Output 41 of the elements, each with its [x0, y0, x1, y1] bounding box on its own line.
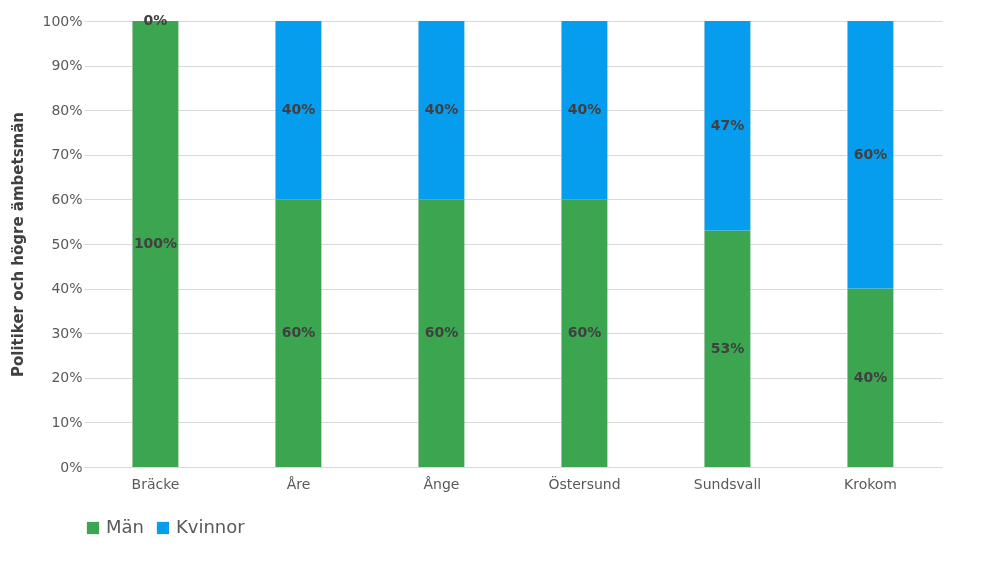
data-label: 40%: [281, 101, 316, 118]
y-tick-label: 10%: [51, 413, 83, 430]
data-label: 60%: [281, 324, 316, 341]
bar: [847, 288, 894, 467]
y-tick-label: 30%: [51, 324, 83, 341]
data-label: 47%: [710, 116, 745, 133]
bar: [418, 199, 465, 467]
data-label: 53%: [710, 339, 745, 356]
x-tick-label: Ånge: [423, 475, 460, 492]
y-tick-label: 40%: [51, 280, 83, 297]
bar: [418, 21, 465, 200]
bar: [847, 21, 894, 289]
y-tick-label: 80%: [51, 101, 83, 118]
data-label: 40%: [853, 368, 888, 385]
data-label: 60%: [567, 324, 602, 341]
y-tick-label: 70%: [51, 146, 83, 163]
data-label: 60%: [853, 145, 888, 162]
y-tick-label: 20%: [51, 369, 83, 386]
legend-label: Män: [106, 516, 144, 537]
y-tick-label: 100%: [42, 12, 83, 29]
data-label: 100%: [133, 235, 178, 251]
x-tick-label: Bräcke: [131, 475, 180, 492]
bar: [275, 21, 322, 200]
bar: [275, 199, 322, 467]
x-tick-label: Östersund: [548, 474, 621, 492]
bar: [561, 21, 608, 200]
data-label: 60%: [424, 324, 459, 341]
y-tick-label: 90%: [51, 57, 83, 74]
bar: [704, 21, 751, 231]
x-tick-label: Krokom: [843, 475, 898, 492]
y-tick-label: 50%: [51, 235, 83, 252]
data-label: 40%: [424, 101, 459, 118]
y-tick-label: 0%: [60, 458, 83, 475]
y-axis-title: Politiker och högre ämbetsmän: [9, 111, 28, 378]
bar: [561, 199, 608, 467]
legend-label: Kvinnor: [176, 516, 246, 537]
x-tick-label: Sundsvall: [693, 475, 762, 492]
y-tick-label: 60%: [51, 190, 83, 207]
x-tick-label: Åre: [286, 475, 311, 492]
bar: [704, 230, 751, 467]
data-label: 40%: [567, 101, 602, 118]
